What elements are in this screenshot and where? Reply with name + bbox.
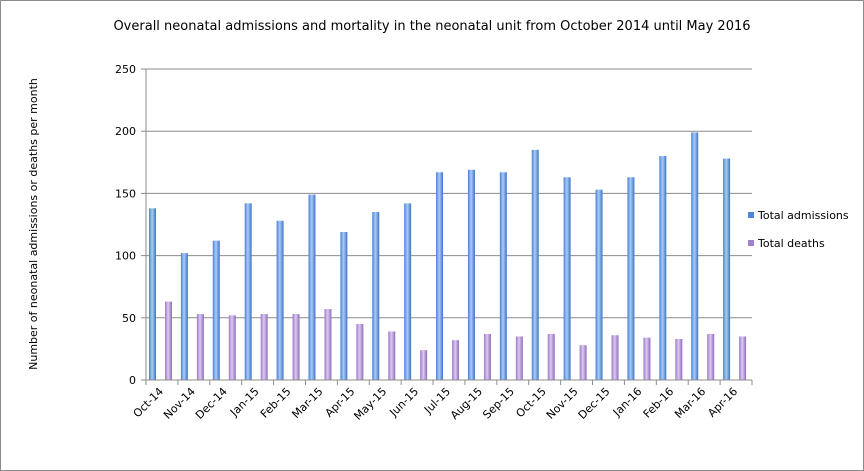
- chart-title: Overall neonatal admissions and mortalit…: [113, 19, 750, 34]
- bar-total-admissions: [723, 158, 731, 380]
- bar-total-deaths: [739, 336, 747, 380]
- y-tick-label: 100: [115, 250, 136, 263]
- bar-total-admissions: [372, 212, 380, 380]
- x-tick-label: Oct-14: [131, 385, 166, 420]
- x-tick-label: Dec-14: [193, 385, 230, 422]
- bar-total-deaths: [707, 333, 715, 380]
- x-tick-label: Mar-15: [289, 385, 325, 421]
- legend-label-total-admissions: Total admissions: [757, 209, 849, 222]
- x-tick-label: May-15: [351, 385, 389, 423]
- bar-total-deaths: [165, 301, 172, 380]
- bar-total-deaths: [292, 314, 300, 380]
- y-tick-label: 150: [115, 187, 136, 200]
- bar-total-deaths: [515, 336, 523, 380]
- bar-total-deaths: [228, 315, 236, 380]
- x-tick-label: Nov-14: [161, 385, 198, 422]
- bar-total-admissions: [244, 203, 252, 380]
- bar-total-admissions: [308, 194, 316, 380]
- bar-total-admissions: [180, 253, 188, 380]
- x-tick-label: Mar-16: [672, 385, 708, 421]
- bar-total-deaths: [324, 309, 332, 380]
- x-tick-label: Oct-15: [513, 385, 548, 420]
- bar-total-admissions: [659, 156, 667, 380]
- y-axis-label: Number of neonatal admissions or deaths …: [27, 78, 40, 370]
- bar-total-admissions: [212, 240, 220, 380]
- y-tick-label: 50: [122, 312, 136, 325]
- legend-swatch-total-admissions: [748, 212, 754, 218]
- bar-total-deaths: [260, 314, 268, 380]
- bar-total-admissions: [467, 169, 475, 380]
- bar-total-admissions: [436, 172, 444, 380]
- x-tick-label: Jun-15: [386, 385, 421, 420]
- x-tick-label: Nov-15: [544, 385, 581, 422]
- bar-total-admissions: [499, 172, 507, 380]
- bar-total-admissions: [149, 208, 156, 380]
- bar-total-admissions: [563, 177, 571, 380]
- bar-total-deaths: [643, 337, 651, 380]
- bar-total-deaths: [452, 340, 460, 380]
- bar-total-deaths: [547, 333, 555, 380]
- bar-total-deaths: [196, 314, 204, 380]
- legend-swatch-total-deaths: [748, 240, 754, 246]
- x-tick-label: Jan-15: [227, 385, 262, 420]
- bar-total-deaths: [388, 331, 396, 380]
- bar-total-admissions: [340, 231, 348, 380]
- x-tick-label: Apr-16: [705, 385, 740, 420]
- y-tick-label: 250: [115, 63, 136, 76]
- y-tick-label: 0: [129, 374, 136, 387]
- bar-total-deaths: [675, 338, 683, 380]
- x-tick-label: Sep-15: [480, 385, 517, 422]
- x-tick-label: Dec-15: [576, 385, 613, 422]
- bar-total-deaths: [611, 335, 619, 380]
- x-tick-label: Jan-16: [610, 385, 645, 420]
- bar-total-admissions: [595, 189, 603, 380]
- x-tick-label: Feb-15: [258, 385, 294, 421]
- bar-total-deaths: [420, 350, 428, 380]
- legend-label-total-deaths: Total deaths: [757, 237, 825, 250]
- bar-total-deaths: [579, 345, 587, 380]
- y-tick-label: 200: [115, 125, 136, 138]
- bar-total-deaths: [356, 324, 364, 380]
- x-tick-label: Aug-15: [448, 385, 485, 422]
- x-tick-label: Feb-16: [641, 385, 677, 421]
- bar-total-admissions: [627, 177, 635, 380]
- bar-total-admissions: [691, 132, 699, 380]
- bar-total-deaths: [483, 333, 491, 380]
- bar-total-admissions: [531, 149, 539, 380]
- bar-total-admissions: [404, 203, 412, 380]
- bar-total-admissions: [276, 220, 284, 380]
